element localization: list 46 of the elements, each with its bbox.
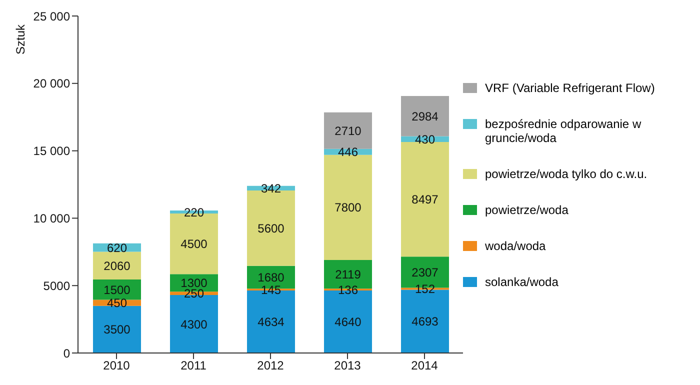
data-label: 4500 (180, 237, 208, 252)
bar (93, 306, 141, 353)
data-label: 7800 (334, 200, 362, 215)
data-label: 4693 (412, 314, 439, 329)
data-label: 2119 (335, 268, 362, 282)
data-label: 2710 (334, 124, 362, 138)
x-tick-label: 2013 (334, 358, 362, 373)
y-tick-label: 5000 (43, 278, 70, 293)
legend-label: powietrze/woda (485, 202, 568, 216)
data-label: 5600 (258, 221, 285, 236)
data-label: 1300 (180, 276, 208, 290)
data-label: 4300 (180, 317, 208, 332)
data-label: 136 (338, 282, 358, 297)
legend-label: VRF (Variable Refrigerant Flow) (485, 80, 655, 94)
data-label: 620 (106, 240, 128, 255)
data-label: 4640 (334, 314, 362, 329)
data-label: 2060 (104, 258, 131, 273)
data-label: 152 (414, 282, 436, 296)
bar (401, 96, 449, 136)
x-tick-label: 2010 (103, 358, 130, 373)
data-label: 4634 (258, 315, 285, 330)
y-tick-label: 10 000 (33, 211, 70, 226)
bar (401, 142, 449, 257)
bar (324, 154, 372, 260)
data-label: 1680 (258, 270, 285, 285)
x-tick-label: 2012 (257, 358, 284, 373)
x-tick-label: 2014 (411, 358, 438, 373)
legend-label: bezpośrednie odparowanie w gruncie/woda (485, 116, 642, 144)
data-label: 2984 (412, 109, 439, 124)
y-tick-label: 25 000 (33, 9, 70, 24)
x-tick-label: 2011 (180, 358, 207, 373)
y-axis-title: Sztuk (13, 23, 28, 54)
y-tick-label: 0 (63, 346, 70, 360)
legend-label: woda/woda (485, 238, 546, 252)
legend-label: powietrze/woda tylko do c.w.u. (485, 166, 648, 180)
data-label: 3500 (104, 322, 131, 337)
y-tick-label: 20 000 (33, 76, 70, 91)
bar (324, 112, 372, 149)
data-label: 2307 (412, 265, 439, 280)
y-tick-label: 15 000 (33, 144, 70, 158)
data-label: 8497 (412, 192, 439, 207)
data-label: 1500 (104, 282, 131, 297)
bar (93, 252, 141, 280)
data-label: 220 (184, 205, 204, 220)
data-label: 145 (260, 282, 282, 297)
legend-label: solanka/woda (485, 274, 558, 288)
